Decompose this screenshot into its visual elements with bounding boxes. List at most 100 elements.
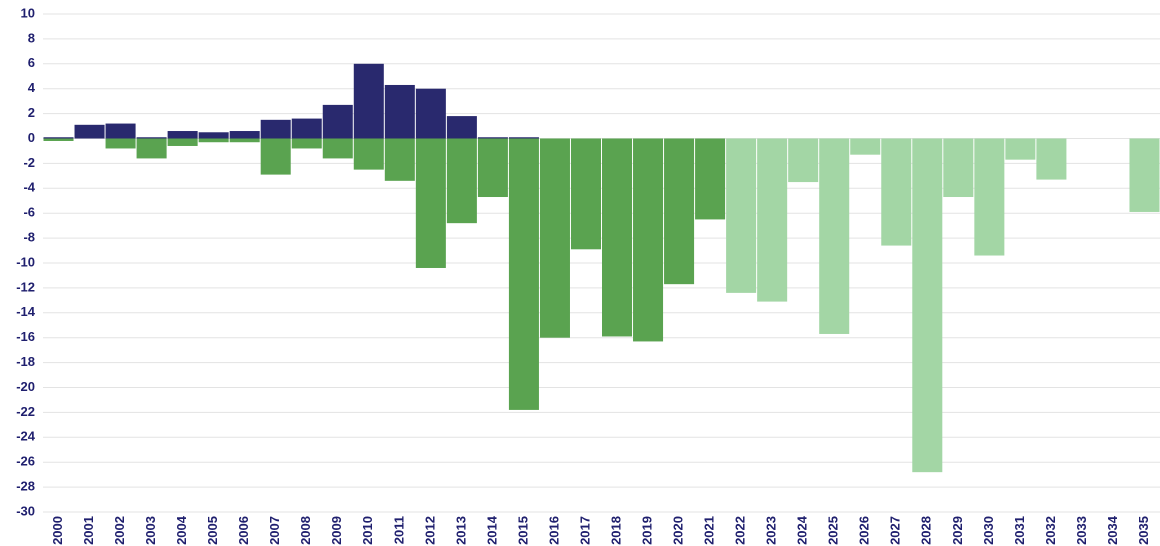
x-tick-label: 2034 — [1105, 515, 1120, 545]
x-tick-label: 2017 — [577, 516, 592, 545]
x-tick-label: 2002 — [112, 516, 127, 545]
x-tick-label: 2001 — [81, 516, 96, 545]
bar — [384, 84, 415, 139]
y-tick-label: 10 — [21, 5, 35, 20]
bar — [974, 138, 1005, 256]
bar — [291, 118, 322, 139]
bar — [74, 124, 105, 139]
x-tick-label: 2024 — [795, 515, 810, 545]
y-tick-label: 4 — [28, 80, 36, 95]
bar — [819, 138, 850, 334]
bar — [1005, 138, 1036, 160]
bar — [415, 88, 446, 139]
bar — [943, 138, 974, 198]
x-tick-label: 2027 — [888, 516, 903, 545]
bar — [881, 138, 912, 246]
x-tick-label: 2033 — [1074, 516, 1089, 545]
bar — [353, 63, 384, 139]
x-tick-label: 2012 — [422, 516, 437, 545]
x-tick-label: 2003 — [143, 516, 158, 545]
y-tick-label: -6 — [23, 205, 35, 220]
bar — [633, 138, 664, 342]
bar — [384, 138, 415, 181]
bar — [508, 137, 539, 139]
y-tick-label: -10 — [16, 254, 35, 269]
x-tick-label: 2007 — [267, 516, 282, 545]
bar — [415, 138, 446, 268]
bar — [1036, 138, 1067, 180]
bar — [353, 138, 384, 170]
y-tick-label: -2 — [23, 155, 35, 170]
bar — [198, 138, 229, 143]
bar — [446, 116, 477, 139]
y-tick-label: -16 — [16, 329, 35, 344]
x-tick-label: 2025 — [826, 516, 841, 545]
x-tick-label: 2029 — [950, 516, 965, 545]
bar — [477, 138, 508, 198]
x-tick-label: 2032 — [1043, 516, 1058, 545]
x-tick-label: 2008 — [298, 516, 313, 545]
x-tick-label: 2011 — [391, 516, 406, 544]
bar — [322, 138, 353, 159]
bar — [446, 138, 477, 224]
bar — [726, 138, 757, 293]
x-tick-label: 2000 — [50, 516, 65, 545]
x-tick-label: 2009 — [329, 516, 344, 545]
bar — [167, 138, 198, 146]
y-tick-label: -20 — [16, 379, 35, 394]
y-tick-label: -18 — [16, 354, 35, 369]
x-tick-label: 2013 — [453, 516, 468, 545]
bar — [198, 132, 229, 139]
bar — [539, 138, 570, 338]
bar — [850, 138, 881, 155]
bar — [260, 119, 291, 139]
bar — [570, 138, 601, 250]
bar — [136, 138, 167, 159]
x-tick-label: 2023 — [764, 516, 779, 545]
y-tick-label: -12 — [16, 279, 35, 294]
x-tick-label: 2018 — [608, 516, 623, 545]
bar — [229, 138, 260, 143]
bar — [260, 138, 291, 175]
y-tick-label: -28 — [16, 479, 35, 494]
bar — [43, 137, 74, 139]
x-tick-label: 2015 — [515, 516, 530, 545]
bar — [695, 138, 726, 220]
y-tick-label: -14 — [16, 304, 36, 319]
y-tick-label: 0 — [28, 130, 35, 145]
bar — [105, 123, 136, 139]
bar — [788, 138, 819, 183]
x-tick-label: 2020 — [671, 516, 686, 545]
bar — [1129, 138, 1160, 212]
bar — [291, 138, 322, 149]
bar — [167, 131, 198, 139]
x-tick-label: 2026 — [857, 516, 872, 545]
x-tick-label: 2028 — [919, 516, 934, 545]
bar — [322, 104, 353, 139]
x-tick-label: 2016 — [546, 516, 561, 545]
y-tick-label: 2 — [28, 105, 35, 120]
bar — [757, 138, 788, 302]
y-tick-label: -4 — [23, 180, 35, 195]
bar — [912, 138, 943, 473]
x-tick-label: 2019 — [639, 516, 654, 545]
x-tick-label: 2006 — [236, 516, 251, 545]
bar — [43, 138, 74, 141]
x-tick-label: 2014 — [484, 515, 499, 545]
y-tick-label: 8 — [28, 30, 35, 45]
y-tick-label: 6 — [28, 55, 35, 70]
bar — [105, 138, 136, 149]
bar — [602, 138, 633, 337]
bar — [136, 137, 167, 139]
y-tick-label: -24 — [16, 429, 36, 444]
x-tick-label: 2030 — [981, 516, 996, 545]
bar — [508, 138, 539, 410]
x-tick-label: 2035 — [1136, 516, 1151, 545]
x-tick-label: 2005 — [205, 516, 220, 545]
y-tick-label: -22 — [16, 404, 35, 419]
bar — [664, 138, 695, 285]
x-tick-label: 2021 — [702, 516, 717, 545]
x-tick-label: 2004 — [174, 515, 189, 545]
bar — [477, 137, 508, 139]
